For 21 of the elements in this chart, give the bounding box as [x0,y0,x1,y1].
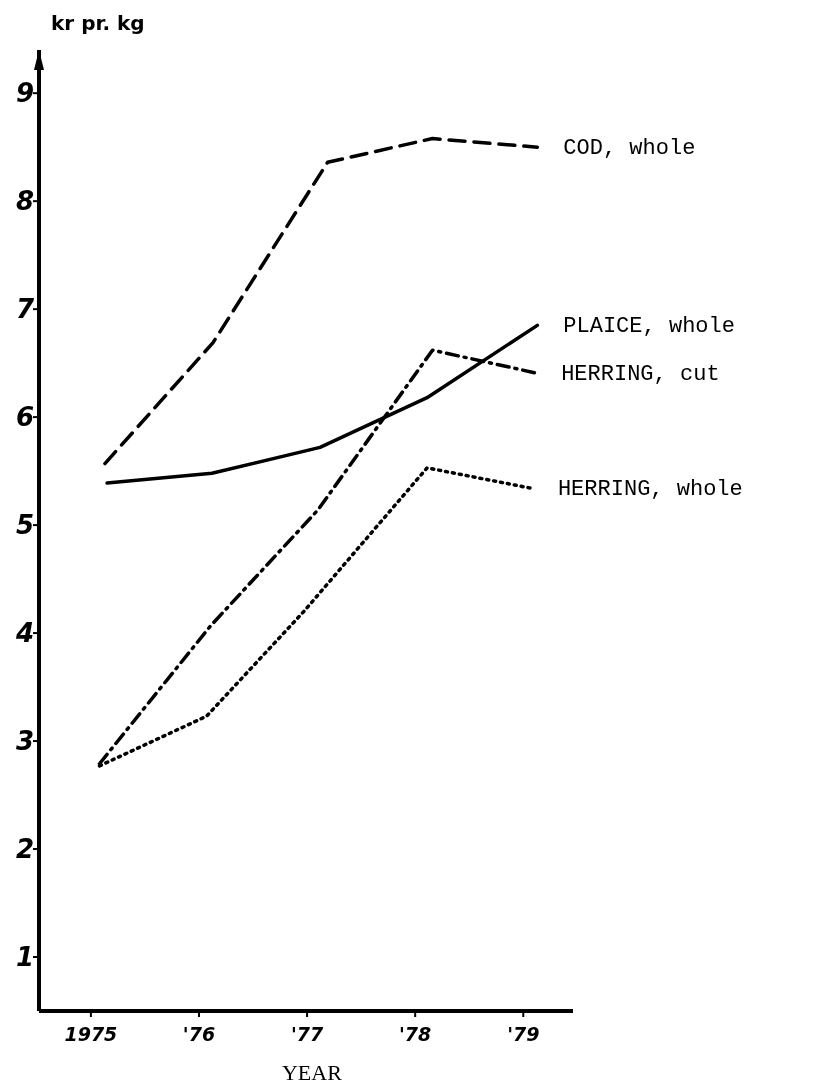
y-tick-label: 4 [14,618,35,649]
series-label: PLAICE, whole [563,314,735,340]
x-axis-title: YEAR [282,1060,343,1085]
y-tick-label: 2 [15,834,35,865]
x-tick-label: '79 [507,1023,540,1045]
x-tick-label: '78 [399,1023,432,1045]
y-tick-label: 8 [15,186,35,217]
line-series [103,136,540,466]
x-tick-label: 1975 [64,1023,118,1045]
y-tick-label: 3 [15,726,35,757]
y-tick-label: 6 [15,402,35,433]
y-tick-label: 5 [15,510,35,541]
series-label: COD, whole [563,136,696,162]
x-tick-label: '77 [290,1023,324,1045]
series-label: HERRING, cut [561,361,720,387]
series-label: HERRING, whole [557,477,743,503]
y-tick-label: 9 [15,78,35,109]
y-tick-label: 1 [15,942,35,973]
x-tick-label: '76 [182,1023,216,1045]
y-tick-label: 7 [15,294,35,325]
y-axis-title: kr pr. kg [51,11,145,35]
